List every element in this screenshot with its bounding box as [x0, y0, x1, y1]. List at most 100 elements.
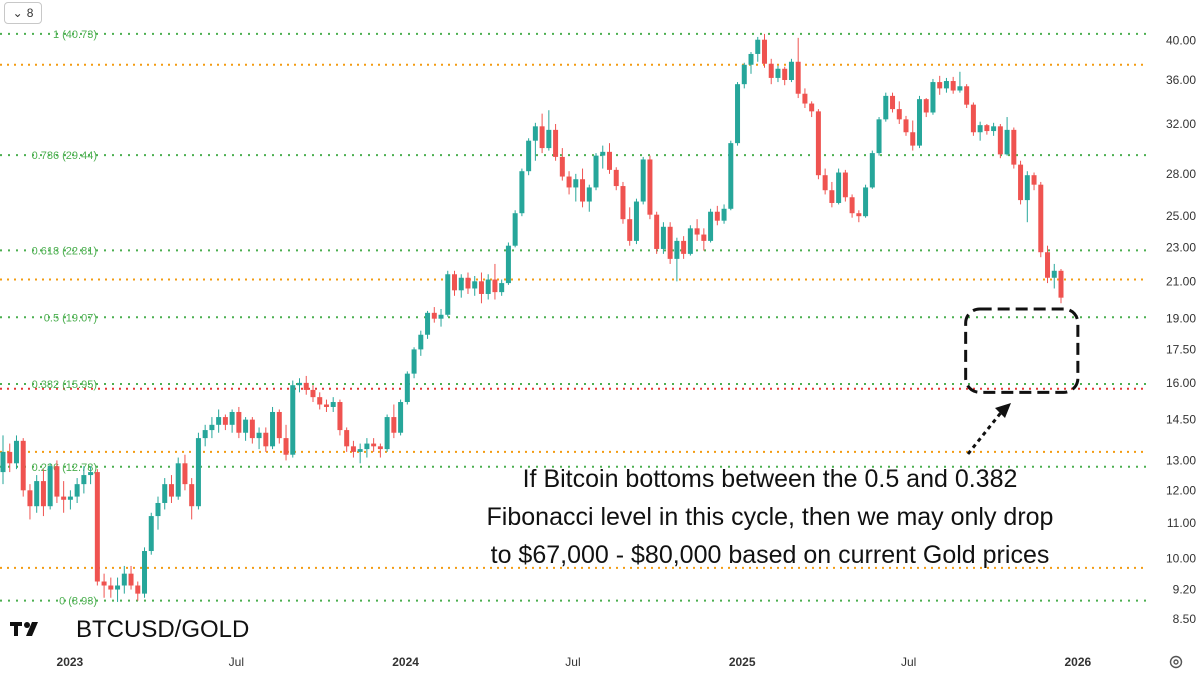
candle-up [863, 187, 869, 217]
x-tick-label: Jul [565, 655, 580, 669]
candle-down [303, 382, 309, 390]
candle-up [836, 172, 842, 203]
candle-down [667, 226, 673, 259]
y-tick-label: 17.50 [1166, 342, 1196, 356]
candle-down [168, 484, 174, 497]
y-tick-label: 32.00 [1166, 117, 1196, 131]
candle-down [222, 417, 228, 425]
candle-down [829, 190, 835, 203]
candle-down [856, 213, 862, 217]
candle-down [283, 438, 289, 455]
candle-up [1024, 175, 1030, 201]
y-tick-label: 25.00 [1166, 209, 1196, 223]
candle-down [694, 228, 700, 235]
candle-down [431, 312, 437, 319]
candle-up [586, 187, 592, 202]
candle-down [263, 432, 269, 447]
candle-down [350, 446, 356, 452]
candle-down [478, 281, 484, 294]
y-tick-label: 10.00 [1166, 551, 1196, 565]
y-axis: 40.00 36.00 32.00 28.00 25.00 23.00 21.00 19.00… [1166, 34, 1196, 626]
candle-down [903, 119, 909, 133]
fib-level-label: 0.382 (15.95) [32, 379, 97, 391]
candle-up [930, 82, 936, 113]
candle-up [526, 140, 532, 172]
candle-up [364, 443, 370, 450]
gear-icon[interactable] [1168, 654, 1184, 670]
candle-up [148, 516, 154, 552]
candle-down [236, 411, 242, 433]
candle-down [923, 99, 929, 113]
candle-up [13, 440, 19, 464]
candle-down [714, 211, 720, 221]
candle-up [788, 61, 794, 80]
candle-down [1058, 270, 1064, 298]
candle-down [970, 104, 976, 133]
symbol-title: BTCUSD/GOLD [76, 616, 250, 643]
candle-up [81, 475, 87, 485]
candle-up [142, 551, 148, 594]
candle-down [580, 179, 586, 202]
candle-up [418, 334, 424, 350]
y-tick-label: 11.00 [1167, 516, 1196, 530]
y-tick-label: 36.00 [1166, 73, 1196, 87]
candle-up [721, 208, 727, 221]
candle-down [809, 103, 815, 112]
candle-up [34, 481, 40, 507]
candle-up [195, 438, 201, 507]
candle-up [660, 226, 666, 249]
candle-up [687, 228, 693, 254]
indicator-count: 8 [26, 6, 34, 20]
candle-up [398, 402, 404, 433]
candle-down [7, 451, 13, 464]
x-axis: 2023 Jul 2024 Jul 2025 Jul 2026 [57, 655, 1092, 669]
candle-down [620, 186, 626, 220]
candle-up [593, 155, 599, 188]
candle-down [795, 61, 801, 94]
candle-up [209, 424, 215, 431]
candle-down [61, 496, 67, 500]
candle-up [47, 466, 53, 507]
y-tick-label: 19.00 [1166, 312, 1196, 326]
candle-up [943, 81, 949, 89]
candle-up [202, 430, 208, 439]
candle-up [957, 86, 963, 91]
candle-down [761, 39, 767, 64]
annotation-line: Fibonacci level in this cycle, then we m… [486, 503, 1054, 531]
candle-down [337, 402, 343, 431]
candle-down [1018, 164, 1024, 201]
candle-down [849, 197, 855, 214]
x-tick-label: 2026 [1065, 655, 1092, 669]
candle-down [20, 440, 26, 491]
candle-up [67, 496, 73, 500]
candle-up [175, 463, 181, 497]
candle-down [782, 68, 788, 80]
collapse-indicators-button[interactable]: ⌄ 8 [4, 2, 42, 24]
candle-down [27, 490, 33, 507]
candle-down [950, 81, 956, 91]
annotation-text: If Bitcoin bottoms between the 0.5 and 0… [440, 460, 1100, 574]
fib-level-label: 0.236 (12.78) [32, 462, 97, 474]
target-zone-box [964, 307, 1080, 394]
candle-down [822, 175, 828, 191]
candle-up [243, 419, 249, 433]
candle-up [519, 171, 525, 214]
y-tick-label: 8.50 [1173, 612, 1197, 626]
candle-down [54, 466, 60, 497]
candle-up [600, 151, 606, 156]
candle-down [539, 126, 545, 149]
candles [0, 33, 1064, 602]
x-tick-label: 2025 [729, 655, 756, 669]
candle-down [323, 404, 329, 407]
candle-up [735, 84, 741, 144]
candle-up [425, 312, 431, 335]
candle-up [573, 179, 579, 188]
candle-up [991, 126, 997, 132]
candle-up [438, 314, 444, 319]
candle-down [997, 126, 1003, 155]
candle-down [1045, 252, 1051, 278]
candle-down [1011, 129, 1017, 165]
chevron-down-icon: ⌄ [12, 6, 23, 20]
candle-down [553, 129, 559, 157]
